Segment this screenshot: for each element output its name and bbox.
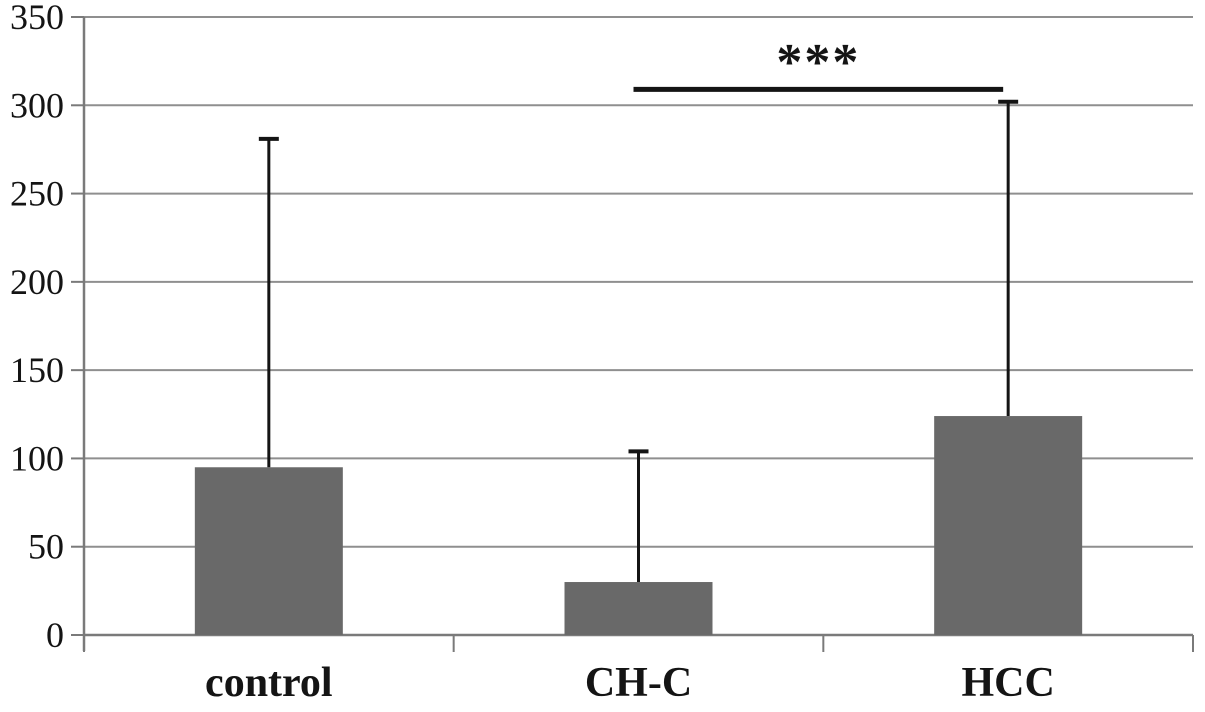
bar-control (194, 467, 343, 635)
y-tick-label: 300 (10, 85, 64, 125)
y-tick-label: 100 (10, 438, 64, 478)
y-tick-label: 0 (46, 615, 64, 655)
category-label-hcc: HCC (961, 660, 1054, 706)
category-label-ch-c: CH-C (585, 660, 692, 706)
y-tick-label: 200 (10, 262, 64, 302)
y-tick-label: 350 (10, 0, 64, 37)
y-tick-label: 50 (28, 527, 64, 567)
bar-ch-c (564, 582, 713, 635)
y-tick-label: 250 (10, 174, 64, 214)
category-label-control: control (205, 660, 333, 706)
significance-stars: *** (776, 34, 860, 91)
bar-hcc (934, 416, 1083, 635)
y-tick-label: 150 (10, 350, 64, 390)
